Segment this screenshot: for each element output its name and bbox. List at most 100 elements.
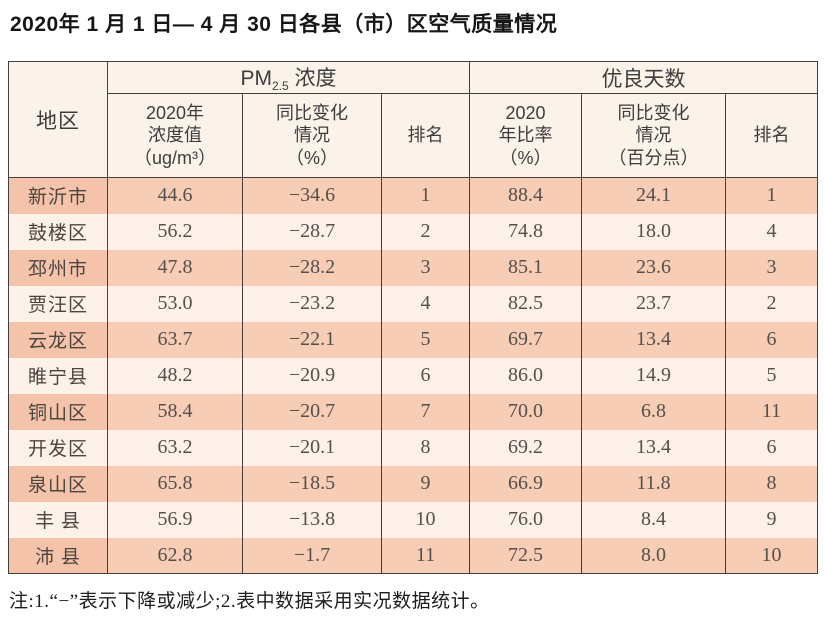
pm-value-cell: 47.8: [107, 249, 243, 286]
pm-change-cell: −34.6: [242, 177, 382, 214]
table-header: 地区 PM2.5 浓度 优良天数 2020年 浓度值 （ug/m³） 同比变化 …: [8, 61, 819, 179]
good-rank-cell: 6: [724, 321, 819, 358]
col-header-region: 地区: [8, 61, 108, 179]
good-rank-cell: 2: [724, 285, 819, 322]
region-cell: 新沂市: [8, 177, 108, 214]
good-ratio-cell: 86.0: [469, 357, 582, 394]
good-change-cell: 8.0: [581, 537, 726, 574]
pm-value-cell: 63.7: [107, 321, 243, 358]
col-header-pm-2020-value: 2020年 浓度值 （ug/m³）: [107, 93, 243, 179]
good-rank-cell: 4: [724, 213, 819, 250]
region-cell: 沛 县: [8, 537, 108, 574]
table-row: 贾汪区 53.0 −23.2 4 82.5 23.7 2: [8, 285, 819, 322]
pm-value-cell: 58.4: [107, 393, 243, 430]
col-header-good-2020-ratio: 2020 年比率 （%）: [469, 93, 582, 179]
pm-value-cell: 63.2: [107, 429, 243, 466]
pm-rank-cell: 10: [381, 501, 470, 538]
good-rank-cell: 5: [724, 357, 819, 394]
good-change-cell: 8.4: [581, 501, 726, 538]
pm-change-cell: −20.9: [242, 357, 382, 394]
pm-value-cell: 65.8: [107, 465, 243, 502]
good-ratio-cell: 66.9: [469, 465, 582, 502]
good-ratio-cell: 69.2: [469, 429, 582, 466]
good-rank-cell: 6: [724, 429, 819, 466]
col-group-pm25: PM2.5 浓度: [107, 61, 470, 95]
pm25-label-prefix: PM: [240, 67, 272, 90]
col-header-pm-rank: 排名: [381, 93, 470, 179]
region-cell: 开发区: [8, 429, 108, 466]
region-cell: 邳州市: [8, 249, 108, 286]
good-rank-cell: 10: [724, 537, 819, 574]
good-change-cell: 24.1: [581, 177, 726, 214]
good-ratio-cell: 74.8: [469, 213, 582, 250]
footnote: 注:1.“−”表示下降或减少;2.表中数据采用实况数据统计。: [9, 591, 490, 612]
table-row: 沛 县 62.8 −1.7 11 72.5 8.0 10: [8, 537, 819, 574]
pm-value-cell: 44.6: [107, 177, 243, 214]
table-body: 新沂市 44.6 −34.6 1 88.4 24.1 1 鼓楼区 56.2 −28.7 2 74.8 1…: [8, 177, 819, 574]
pm25-label-subscript: 2.5: [271, 79, 289, 94]
good-ratio-cell: 82.5: [469, 285, 582, 322]
pm-value-cell: 62.8: [107, 537, 243, 574]
good-rank-cell: 11: [724, 393, 819, 430]
pm-change-cell: −23.2: [242, 285, 382, 322]
good-rank-cell: 9: [724, 501, 819, 538]
pm-rank-cell: 8: [381, 429, 470, 466]
pm-value-cell: 56.9: [107, 501, 243, 538]
pm-change-cell: −28.2: [242, 249, 382, 286]
good-rank-cell: 8: [724, 465, 819, 502]
pm-change-cell: −20.7: [242, 393, 382, 430]
table-row: 铜山区 58.4 −20.7 7 70.0 6.8 11: [8, 393, 819, 430]
good-ratio-cell: 85.1: [469, 249, 582, 286]
pm25-label-suffix: 浓度: [288, 67, 337, 90]
col-header-good-rank: 排名: [724, 93, 819, 179]
pm-value-cell: 48.2: [107, 357, 243, 394]
page-title: 2020年 1 月 1 日— 4 月 30 日各县（市）区空气质量情况: [10, 13, 558, 36]
table-row: 邳州市 47.8 −28.2 3 85.1 23.6 3: [8, 249, 819, 286]
pm-rank-cell: 9: [381, 465, 470, 502]
good-ratio-cell: 69.7: [469, 321, 582, 358]
col-header-pm-yoy-change: 同比变化 情况 （%）: [242, 93, 382, 179]
header-sub-row: 2020年 浓度值 （ug/m³） 同比变化 情况 （%） 排名 2020 年比…: [9, 93, 819, 179]
pm-value-cell: 53.0: [107, 285, 243, 322]
pm-change-cell: −13.8: [242, 501, 382, 538]
region-cell: 泉山区: [8, 465, 108, 502]
pm-rank-cell: 11: [381, 537, 470, 574]
region-cell: 睢宁县: [8, 357, 108, 394]
table-row: 丰 县 56.9 −13.8 10 76.0 8.4 9: [8, 501, 819, 538]
table-row: 睢宁县 48.2 −20.9 6 86.0 14.9 5: [8, 357, 819, 394]
good-change-cell: 13.4: [581, 429, 726, 466]
good-change-cell: 11.8: [581, 465, 726, 502]
pm-rank-cell: 5: [381, 321, 470, 358]
table-row: 开发区 63.2 −20.1 8 69.2 13.4 6: [8, 429, 819, 466]
good-change-cell: 13.4: [581, 321, 726, 358]
table-row: 云龙区 63.7 −22.1 5 69.7 13.4 6: [8, 321, 819, 358]
pm-rank-cell: 1: [381, 177, 470, 214]
good-change-cell: 23.7: [581, 285, 726, 322]
good-ratio-cell: 70.0: [469, 393, 582, 430]
good-ratio-cell: 72.5: [469, 537, 582, 574]
pm-change-cell: −20.1: [242, 429, 382, 466]
table-row: 鼓楼区 56.2 −28.7 2 74.8 18.0 4: [8, 213, 819, 250]
col-header-good-yoy-change: 同比变化 情况 （百分点）: [581, 93, 726, 179]
region-cell: 贾汪区: [8, 285, 108, 322]
air-quality-table: 地区 PM2.5 浓度 优良天数 2020年 浓度值 （ug/m³） 同比变化 …: [8, 61, 819, 575]
pm-rank-cell: 7: [381, 393, 470, 430]
pm-change-cell: −22.1: [242, 321, 382, 358]
region-cell: 丰 县: [8, 501, 108, 538]
good-change-cell: 18.0: [581, 213, 726, 250]
region-cell: 云龙区: [8, 321, 108, 358]
col-group-good-days: 优良天数: [468, 61, 819, 95]
pm-rank-cell: 2: [381, 213, 470, 250]
table-row: 泉山区 65.8 −18.5 9 66.9 11.8 8: [8, 465, 819, 502]
good-rank-cell: 1: [724, 177, 819, 214]
pm-change-cell: −28.7: [242, 213, 382, 250]
good-change-cell: 6.8: [581, 393, 726, 430]
pm-change-cell: −18.5: [242, 465, 382, 502]
good-change-cell: 14.9: [581, 357, 726, 394]
table-row: 新沂市 44.6 −34.6 1 88.4 24.1 1: [8, 177, 819, 214]
pm-value-cell: 56.2: [107, 213, 243, 250]
good-change-cell: 23.6: [581, 249, 726, 286]
good-ratio-cell: 76.0: [469, 501, 582, 538]
region-cell: 铜山区: [8, 393, 108, 430]
